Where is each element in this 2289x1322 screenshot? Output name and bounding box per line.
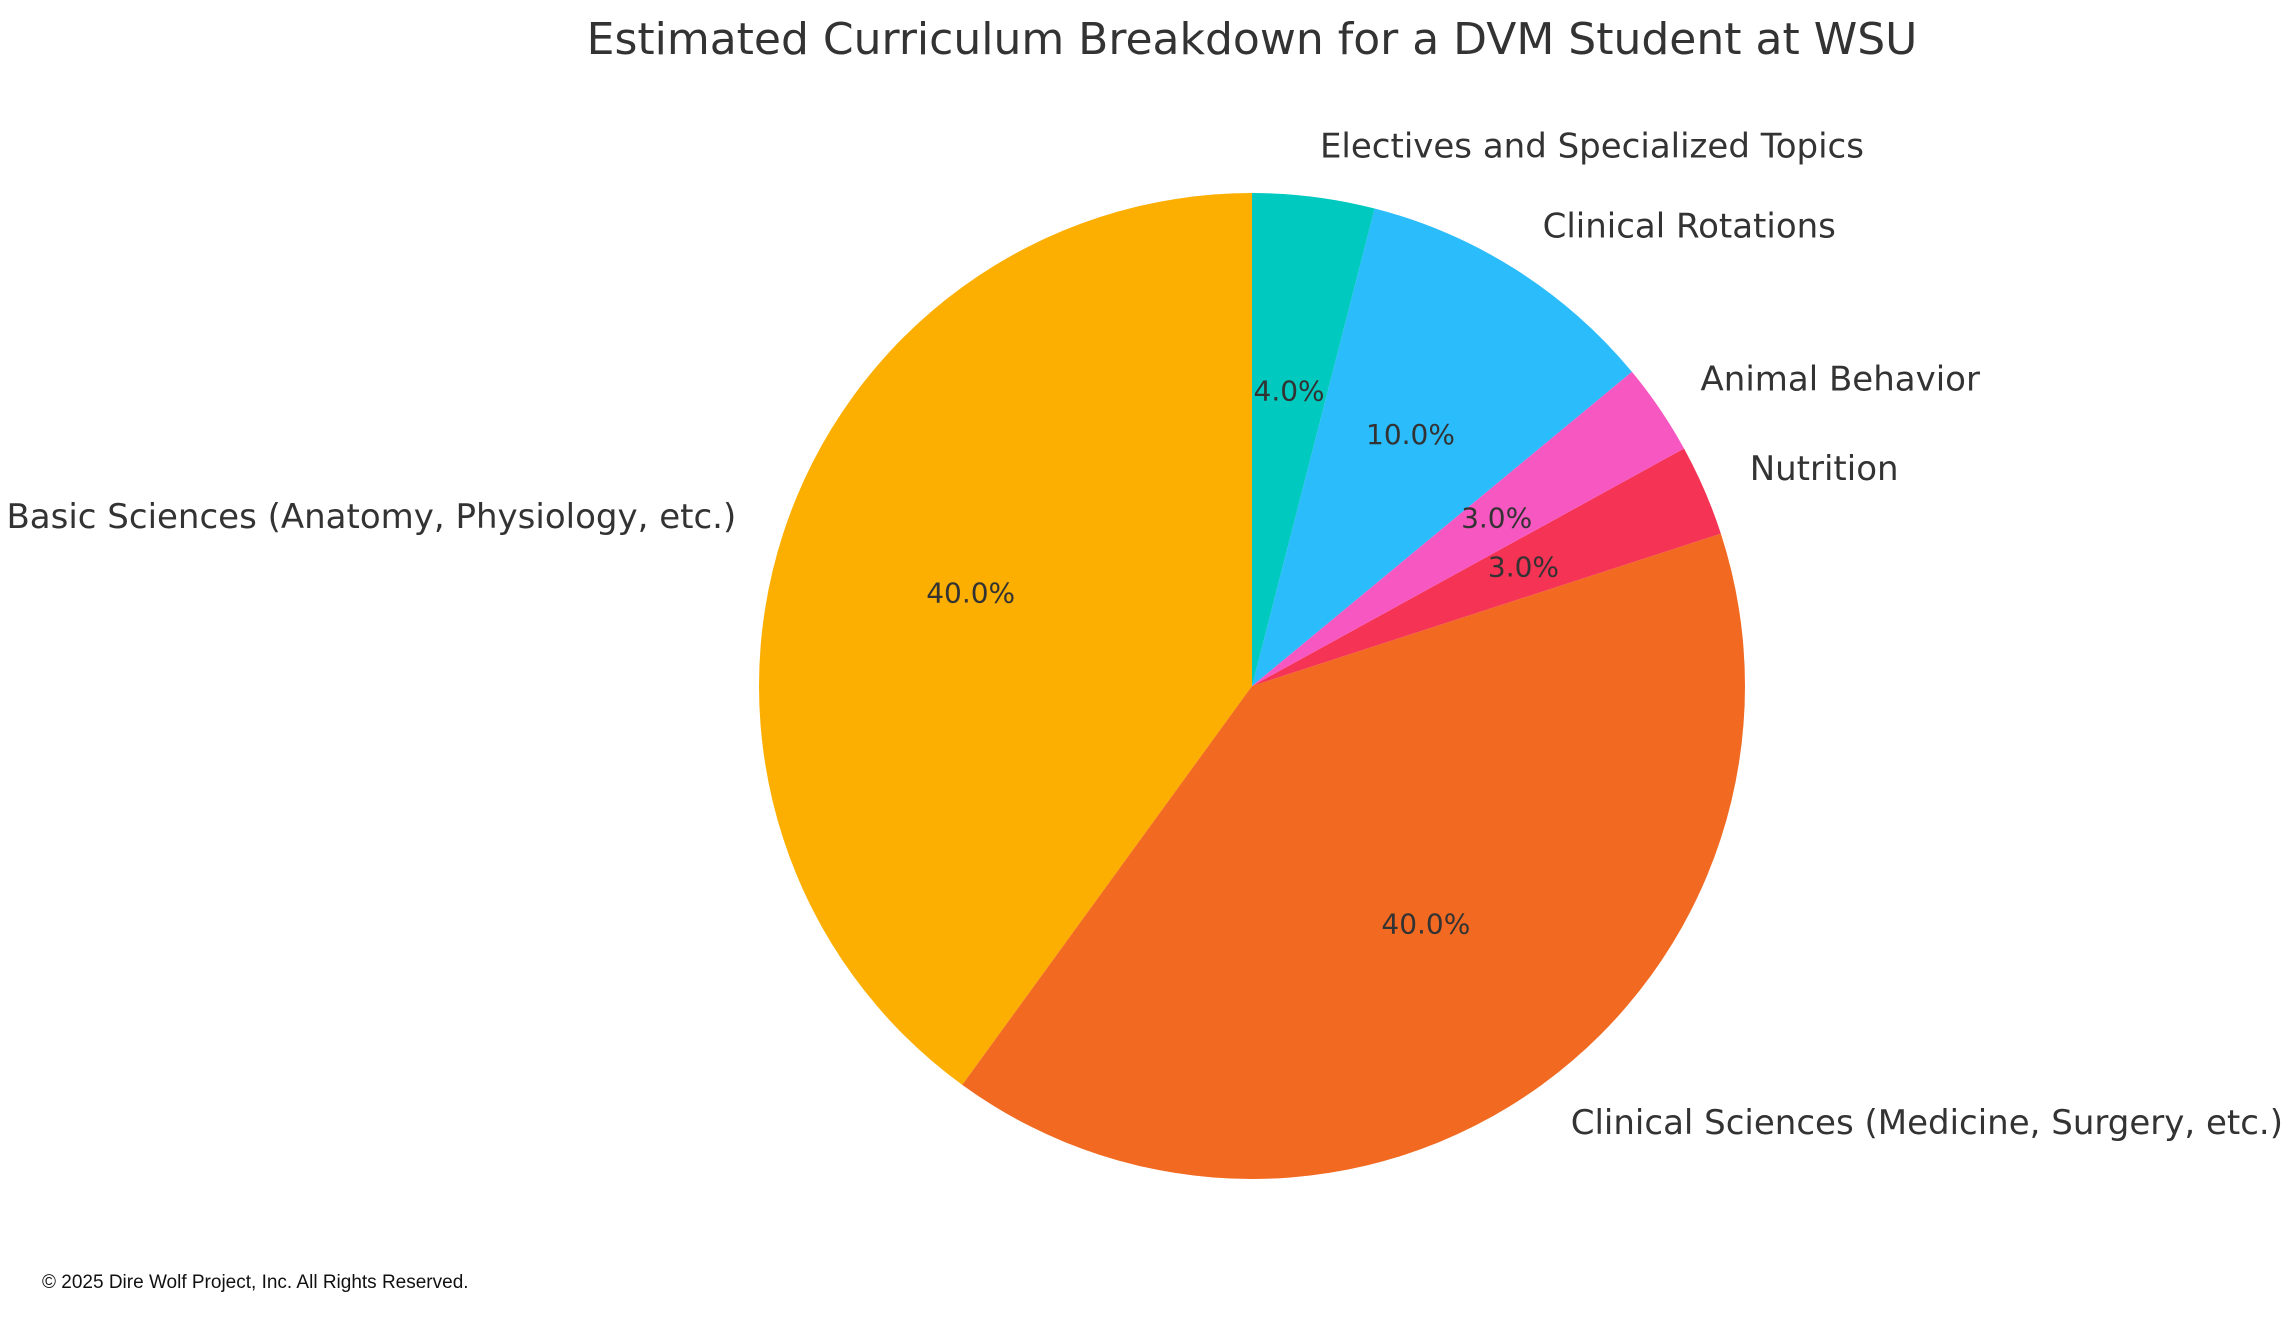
slice-pct-nutrition: 3.0% <box>1488 551 1559 584</box>
slice-label-clinical-rotations: Clinical Rotations <box>1543 207 1836 247</box>
slice-clinical-sciences-medicine-surgery-etc <box>962 533 1745 1179</box>
slice-label-electives-and-specialized-topics: Electives and Specialized Topics <box>1320 126 1864 166</box>
pie-slices <box>759 193 1745 1179</box>
pie-labels: Basic Sciences (Anatomy, Physiology, etc… <box>6 126 2283 1143</box>
slice-nutrition <box>1252 448 1721 686</box>
slice-basic-sciences-anatomy-physiology-etc <box>759 193 1252 1085</box>
chart-title: Estimated Curriculum Breakdown for a DVM… <box>587 14 1918 65</box>
copyright-footer: © 2025 Dire Wolf Project, Inc. All Right… <box>42 1272 469 1293</box>
slice-animal-behavior <box>1252 371 1685 686</box>
slice-clinical-rotations <box>1252 208 1632 686</box>
slice-pct-electives-and-specialized-topics: 4.0% <box>1254 375 1325 408</box>
slice-label-basic-sciences-anatomy-physiology-etc: Basic Sciences (Anatomy, Physiology, etc… <box>6 497 736 537</box>
slice-pct-basic-sciences-anatomy-physiology-etc: 40.0% <box>926 577 1015 610</box>
slice-pct-clinical-rotations: 10.0% <box>1366 418 1455 451</box>
slice-electives-and-specialized-topics <box>1252 193 1375 686</box>
slice-label-clinical-sciences-medicine-surgery-etc: Clinical Sciences (Medicine, Surgery, et… <box>1571 1103 2283 1143</box>
slice-pct-clinical-sciences-medicine-surgery-etc: 40.0% <box>1381 907 1470 940</box>
slice-label-animal-behavior: Animal Behavior <box>1701 360 1980 400</box>
slice-pct-animal-behavior: 3.0% <box>1461 502 1532 535</box>
slice-label-nutrition: Nutrition <box>1750 449 1899 489</box>
